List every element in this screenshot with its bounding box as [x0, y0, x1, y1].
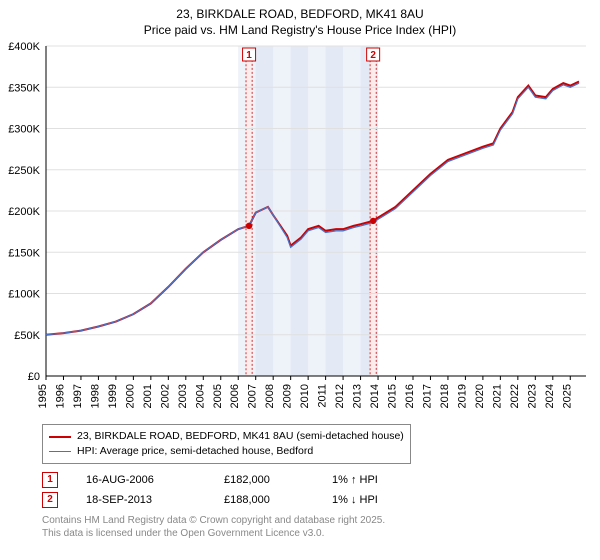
footnote: Contains HM Land Registry data © Crown c…	[42, 514, 600, 540]
legend-swatch	[49, 436, 71, 438]
legend-swatch	[49, 451, 71, 452]
svg-text:2016: 2016	[404, 384, 416, 408]
svg-text:2001: 2001	[142, 384, 154, 408]
svg-text:2017: 2017	[421, 384, 433, 408]
chart-svg: £0 £50K £100K £150K £200K £250K £300K £350K £400…	[0, 38, 600, 418]
sale-diff: 1% ↓ HPI	[332, 494, 422, 506]
svg-text:2023: 2023	[526, 384, 538, 408]
svg-text:2000: 2000	[124, 384, 136, 408]
footnote-line: This data is licensed under the Open Gov…	[42, 527, 600, 540]
svg-text:2021: 2021	[491, 384, 503, 408]
svg-text:£100K: £100K	[8, 289, 40, 301]
svg-text:£150K: £150K	[8, 248, 40, 260]
svg-text:£300K: £300K	[8, 124, 40, 136]
svg-text:2025: 2025	[561, 384, 573, 408]
svg-text:1999: 1999	[107, 384, 119, 408]
svg-text:2009: 2009	[282, 384, 294, 408]
svg-text:2018: 2018	[439, 384, 451, 408]
svg-text:2014: 2014	[369, 384, 381, 408]
sale-diff: 1% ↑ HPI	[332, 474, 422, 486]
svg-text:1995: 1995	[37, 384, 49, 408]
svg-text:£50K: £50K	[14, 330, 40, 342]
svg-text:£400K: £400K	[8, 41, 40, 53]
svg-text:£350K: £350K	[8, 83, 40, 95]
svg-text:£250K: £250K	[8, 165, 40, 177]
svg-text:1997: 1997	[72, 384, 84, 408]
svg-text:2012: 2012	[334, 384, 346, 408]
svg-text:2010: 2010	[299, 384, 311, 408]
svg-text:1: 1	[246, 50, 252, 61]
svg-text:2020: 2020	[474, 384, 486, 408]
svg-text:2011: 2011	[317, 384, 329, 408]
svg-text:2022: 2022	[509, 384, 521, 408]
svg-text:2015: 2015	[387, 384, 399, 408]
svg-text:£200K: £200K	[8, 206, 40, 218]
sale-marker-icon: 2	[42, 492, 58, 508]
sales-table: 1 16-AUG-2006 £182,000 1% ↑ HPI 2 18-SEP…	[42, 472, 600, 508]
svg-text:2013: 2013	[352, 384, 364, 408]
sales-row: 2 18-SEP-2013 £188,000 1% ↓ HPI	[42, 492, 600, 508]
chart-title: 23, BIRKDALE ROAD, BEDFORD, MK41 8AU Pri…	[0, 0, 600, 38]
svg-text:1998: 1998	[89, 384, 101, 408]
svg-text:2024: 2024	[544, 384, 556, 408]
legend-label: HPI: Average price, semi-detached house,…	[77, 444, 313, 459]
svg-text:2: 2	[370, 50, 376, 61]
sale-price: £188,000	[224, 494, 304, 506]
svg-text:£0: £0	[28, 371, 40, 383]
svg-text:2002: 2002	[159, 384, 171, 408]
svg-text:2005: 2005	[212, 384, 224, 408]
sale-date: 18-SEP-2013	[86, 494, 196, 506]
svg-text:2004: 2004	[194, 384, 206, 408]
sales-row: 1 16-AUG-2006 £182,000 1% ↑ HPI	[42, 472, 600, 488]
svg-text:1996: 1996	[54, 384, 66, 408]
title-line-2: Price paid vs. HM Land Registry's House …	[0, 22, 600, 38]
legend-label: 23, BIRKDALE ROAD, BEDFORD, MK41 8AU (se…	[77, 429, 404, 444]
chart-area: £0 £50K £100K £150K £200K £250K £300K £350K £400…	[0, 38, 600, 418]
legend-item: 23, BIRKDALE ROAD, BEDFORD, MK41 8AU (se…	[49, 429, 404, 444]
svg-text:2007: 2007	[247, 384, 259, 408]
legend: 23, BIRKDALE ROAD, BEDFORD, MK41 8AU (se…	[42, 424, 411, 463]
sale-date: 16-AUG-2006	[86, 474, 196, 486]
svg-text:2008: 2008	[264, 384, 276, 408]
title-line-1: 23, BIRKDALE ROAD, BEDFORD, MK41 8AU	[0, 6, 600, 22]
svg-text:2019: 2019	[456, 384, 468, 408]
svg-text:2006: 2006	[229, 384, 241, 408]
sale-price: £182,000	[224, 474, 304, 486]
legend-item: HPI: Average price, semi-detached house,…	[49, 444, 404, 459]
footnote-line: Contains HM Land Registry data © Crown c…	[42, 514, 600, 527]
svg-text:2003: 2003	[177, 384, 189, 408]
sale-marker-icon: 1	[42, 472, 58, 488]
